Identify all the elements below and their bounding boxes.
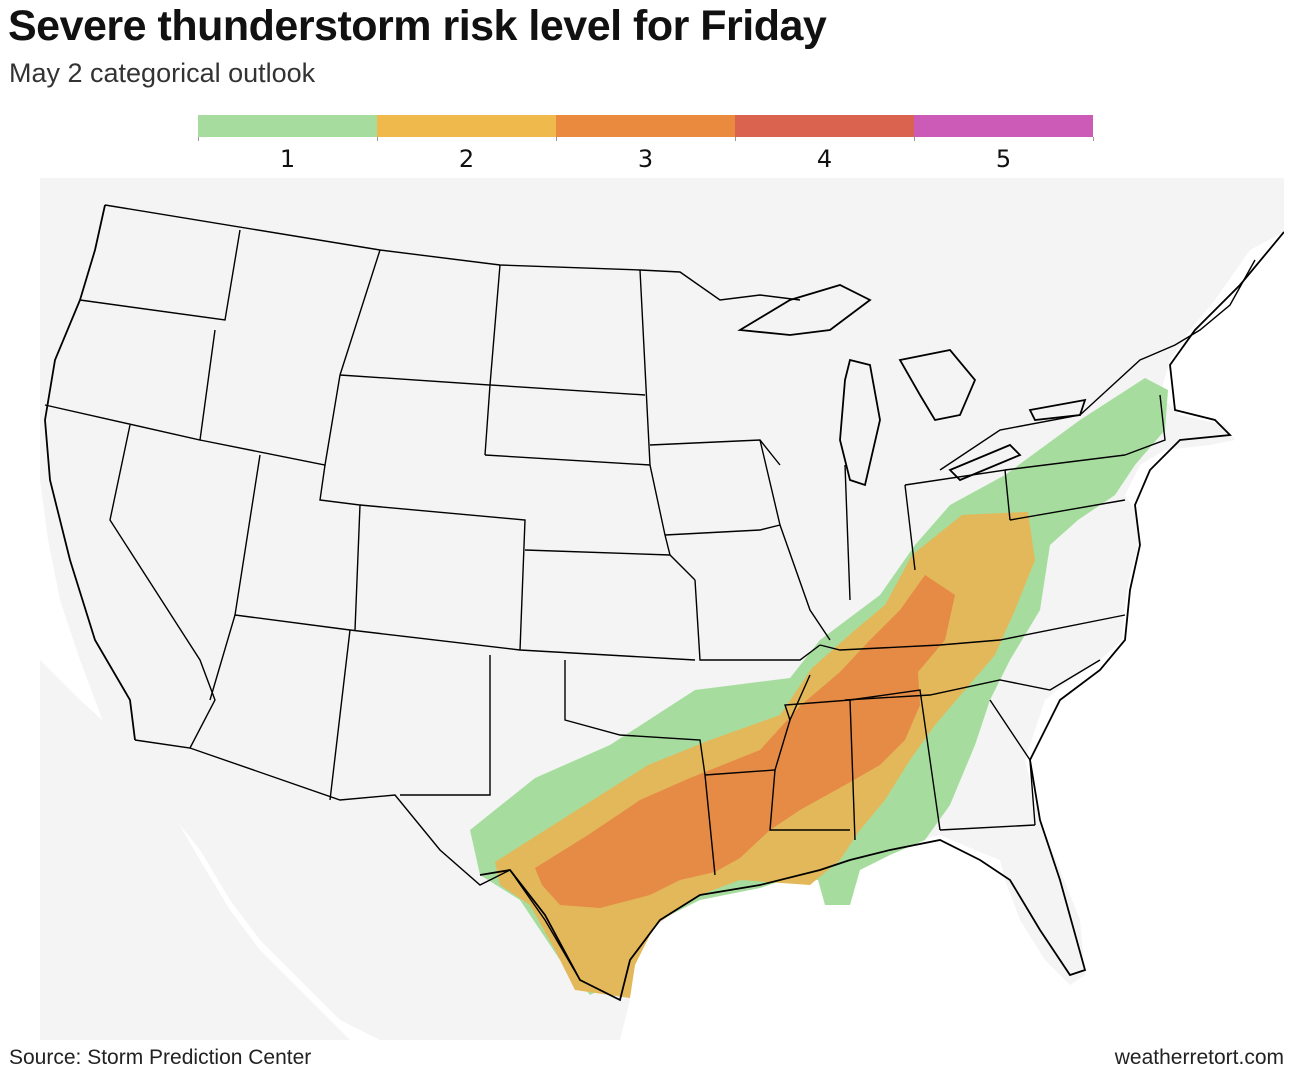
state-line (1004, 454, 1126, 471)
legend-label-3: 3 (637, 145, 654, 173)
west-coast (44, 204, 136, 741)
state-line (209, 614, 236, 701)
state-line (339, 249, 381, 376)
state-line (79, 229, 241, 321)
us-outlook-map (40, 178, 1284, 1040)
risk-areas (470, 378, 1168, 998)
legend-tick (914, 137, 915, 141)
legend-tick (735, 137, 736, 141)
lake-michigan (839, 358, 881, 487)
legend-label-1: 1 (279, 145, 296, 173)
lake-huron (898, 349, 977, 422)
state-line (904, 484, 916, 571)
state-line (639, 269, 671, 556)
state-line (1009, 499, 1126, 521)
legend-swatch-1 (198, 115, 377, 137)
state-line (819, 614, 1126, 651)
mexico-land (40, 660, 350, 1040)
site-credit: weatherretort.com (1114, 1046, 1284, 1069)
legend-swatch-2 (377, 115, 556, 137)
legend-tick (556, 137, 557, 141)
state-line (664, 524, 781, 536)
legend-label-4: 4 (816, 145, 833, 173)
source-credit: Source: Storm Prediction Center (9, 1046, 312, 1069)
us-canada-border-east (939, 259, 1256, 471)
state-line (694, 579, 821, 661)
state-line (769, 769, 850, 831)
legend-label-2: 2 (458, 145, 475, 173)
state-line (849, 689, 941, 831)
legend-swatch-4 (735, 115, 914, 137)
map-title: Severe thunderstorm risk level for Frida… (8, 2, 827, 50)
state-borders (44, 204, 1256, 1001)
lake-erie (948, 443, 1022, 482)
risk-area-level-3 (535, 575, 955, 908)
state-line (359, 504, 526, 651)
lake-ontario (1028, 398, 1087, 421)
north-america-land (40, 178, 1284, 1040)
state-line (109, 424, 216, 749)
legend-tick (1093, 137, 1094, 141)
lake-superior (737, 284, 872, 336)
legend-swatch-3 (556, 115, 735, 137)
us-canada-border (104, 204, 801, 301)
us-mexico-border (134, 739, 621, 1001)
state-line (759, 439, 831, 641)
state-line (319, 464, 361, 631)
state-line (489, 264, 646, 396)
state-line (400, 655, 491, 796)
east-coast (1029, 231, 1284, 761)
gulf-coast (479, 759, 1087, 1002)
risk-area-level-2-appalachia (955, 512, 1035, 615)
state-line (484, 454, 651, 466)
state-line (844, 464, 851, 601)
legend-tick (198, 137, 199, 141)
land-layer (40, 178, 1284, 1040)
legend-swatch-5 (914, 115, 1093, 137)
map-subtitle: May 2 categorical outlook (9, 58, 316, 88)
state-line (329, 629, 351, 801)
state-line (704, 674, 811, 776)
state-line (564, 660, 706, 776)
legend-label-5: 5 (995, 145, 1012, 173)
state-line (784, 699, 856, 841)
state-line (844, 659, 1101, 701)
coastlines (44, 204, 1284, 1002)
legend-tick (377, 137, 378, 141)
risk-legend: 1 2 3 4 5 (198, 115, 1094, 175)
state-line (1124, 394, 1166, 456)
state-line (704, 774, 716, 876)
state-line (939, 824, 1036, 831)
